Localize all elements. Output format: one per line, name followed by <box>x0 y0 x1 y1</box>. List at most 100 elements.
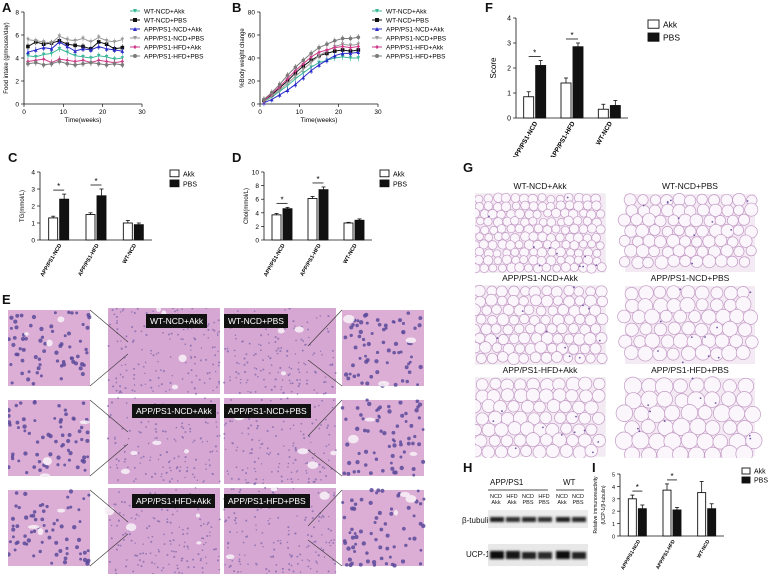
adipocyte <box>500 434 514 448</box>
nucleus <box>115 464 118 466</box>
adipocyte <box>568 343 580 355</box>
nucleus <box>746 200 749 202</box>
nucleus <box>262 546 264 548</box>
nucleus <box>371 560 377 565</box>
nucleus <box>157 458 160 461</box>
nucleus <box>187 391 189 393</box>
adipocyte <box>532 445 547 459</box>
legend-marker <box>375 36 379 40</box>
nucleus <box>279 350 282 353</box>
nucleus <box>238 391 241 395</box>
nucleus <box>407 436 411 441</box>
nucleus <box>168 466 171 469</box>
nucleus <box>66 438 71 444</box>
adipocyte <box>709 321 724 336</box>
legend-label-akk: Akk <box>754 469 766 476</box>
nucleus <box>556 252 558 255</box>
adipocyte <box>704 420 721 436</box>
data-point <box>301 71 306 75</box>
adipocyte <box>476 216 485 226</box>
nucleus <box>19 313 24 318</box>
nucleus <box>69 356 73 360</box>
nucleus <box>369 374 374 379</box>
nucleus <box>296 469 299 472</box>
nucleus <box>77 508 81 512</box>
nucleus <box>82 455 87 460</box>
nucleus <box>707 355 710 358</box>
adipose-tile-pbs <box>614 376 763 464</box>
nucleus <box>53 417 57 420</box>
nucleus <box>38 549 42 554</box>
vacuole <box>294 326 304 333</box>
blot-lane-label: HFD PBS <box>536 494 552 506</box>
nucleus <box>292 570 295 573</box>
nucleus <box>265 328 267 331</box>
nucleus <box>203 480 205 482</box>
nucleus <box>243 370 247 373</box>
nucleus <box>156 520 159 523</box>
nucleus <box>135 513 138 516</box>
adipocyte <box>545 255 557 266</box>
blot-lane-label: HFD Akk <box>504 494 520 506</box>
nucleus <box>275 434 278 437</box>
category-label: APP/PS1-HFD <box>77 243 100 278</box>
adipocyte <box>744 406 761 423</box>
nucleus <box>286 354 289 357</box>
nucleus <box>176 309 179 312</box>
adipocyte <box>714 254 728 268</box>
data-point <box>270 97 274 102</box>
nucleus <box>226 470 229 472</box>
nucleus <box>114 441 117 445</box>
nucleus <box>270 555 273 558</box>
adipocyte <box>496 313 510 326</box>
nucleus <box>193 356 196 359</box>
liver-label-pbs: APP/PS1-NCD+PBS <box>224 404 311 418</box>
blot-label-tubulin: β-tubulin <box>462 516 493 525</box>
nucleus <box>259 447 261 449</box>
nucleus <box>29 530 34 534</box>
nucleus <box>35 440 40 444</box>
nucleus <box>254 373 257 376</box>
nucleus <box>174 571 176 574</box>
nucleus <box>140 330 143 333</box>
nucleus <box>198 378 201 381</box>
nucleus <box>237 571 239 573</box>
nucleus <box>357 451 361 456</box>
blot-lane-diet: HFD <box>506 494 518 500</box>
nucleus <box>86 549 90 553</box>
nucleus <box>131 389 134 392</box>
nucleus <box>115 548 118 551</box>
nucleus <box>170 469 172 472</box>
adipocyte <box>596 352 608 364</box>
nucleus <box>304 363 307 366</box>
nucleus <box>6 413 11 418</box>
adipocyte <box>490 323 502 335</box>
nucleus <box>413 326 417 330</box>
data-point <box>41 45 46 50</box>
nucleus <box>284 309 286 311</box>
nucleus <box>229 564 232 567</box>
data-point <box>348 36 353 41</box>
nucleus <box>126 416 128 419</box>
adipocyte <box>624 345 639 360</box>
nucleus <box>239 382 242 384</box>
nucleus <box>387 444 391 449</box>
nucleus <box>591 451 594 454</box>
nucleus <box>399 455 403 459</box>
adipocyte <box>584 314 597 327</box>
nucleus <box>331 406 334 409</box>
nucleus <box>369 471 373 476</box>
legend-label: APP/PS1-HFD+Akk <box>144 45 202 52</box>
nucleus <box>748 434 751 437</box>
nucleus <box>290 367 293 370</box>
adipocyte <box>592 433 606 448</box>
x-axis-label: Time(weeks) <box>65 117 102 124</box>
adipocyte <box>578 224 589 234</box>
adipocyte <box>556 323 568 335</box>
nucleus <box>80 371 85 377</box>
nucleus <box>122 539 125 541</box>
vacuole <box>171 384 179 390</box>
blot-lane-diet: NCD <box>572 494 584 500</box>
nucleus <box>387 409 392 414</box>
